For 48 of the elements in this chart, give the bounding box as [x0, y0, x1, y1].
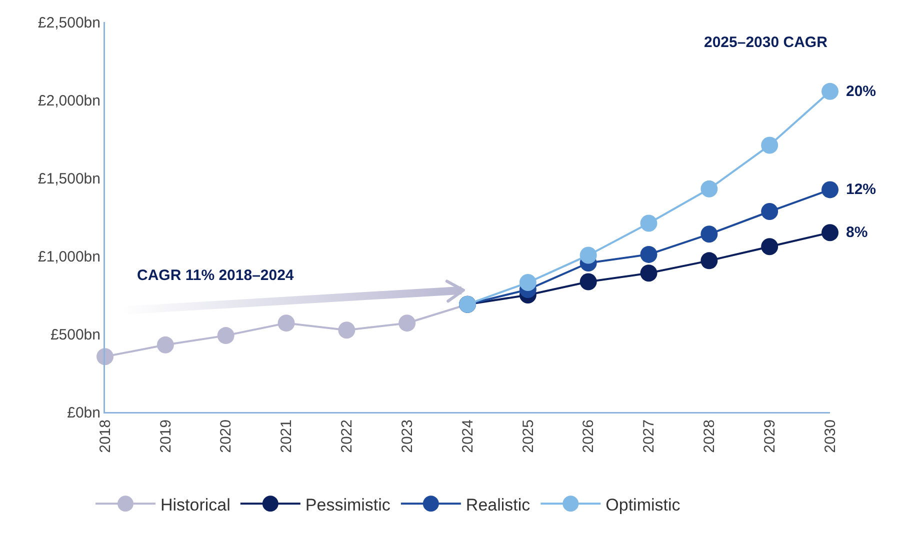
- point: [700, 226, 718, 243]
- y-tick-label: £1,000bn: [38, 248, 100, 266]
- point: [822, 224, 838, 242]
- point: [761, 238, 778, 256]
- y-tick-label: £2,500bn: [38, 14, 100, 32]
- x-tick-label: 2019: [157, 420, 174, 453]
- x-tick-label: 2028: [701, 420, 718, 453]
- point: [700, 180, 718, 198]
- point: [700, 252, 718, 270]
- y-tick-label: £0bn: [67, 404, 100, 422]
- legend-label: Historical: [160, 495, 230, 514]
- y-tick-label: £1,500bn: [38, 170, 100, 188]
- annotation: 12%: [846, 181, 876, 198]
- point: [217, 327, 234, 344]
- point: [338, 322, 356, 339]
- x-tick-label: 2023: [398, 420, 416, 453]
- point: [156, 336, 174, 354]
- point: [519, 274, 536, 292]
- point: [822, 181, 838, 198]
- point: [640, 264, 658, 282]
- x-tick-label: 2030: [822, 420, 839, 453]
- y-tick-label: £500bn: [50, 326, 100, 344]
- y-tick-label: £2,000bn: [38, 92, 100, 110]
- legend-label: Optimistic: [606, 495, 681, 514]
- legend-label: Pessimistic: [305, 495, 391, 514]
- point: [640, 246, 658, 263]
- x-tick-label: 2029: [761, 420, 778, 453]
- x-tick-label: 2022: [338, 420, 356, 453]
- x-tick-label: 2024: [459, 420, 476, 453]
- point: [278, 314, 295, 332]
- annotation: 20%: [846, 83, 876, 100]
- point: [580, 246, 597, 264]
- point: [640, 214, 658, 232]
- point: [822, 82, 838, 100]
- x-tick-label: 2026: [580, 420, 598, 453]
- point: [580, 273, 597, 290]
- point: [761, 203, 778, 220]
- annotation: 2025–2030 CAGR: [704, 34, 828, 51]
- x-tick-label: 2027: [640, 420, 658, 453]
- x-tick-label: 2020: [218, 420, 235, 453]
- legend-label: Realistic: [466, 495, 531, 514]
- point: [761, 136, 778, 154]
- annotation: CAGR 11% 2018–2024: [137, 267, 294, 284]
- x-tick-label: 2025: [520, 420, 537, 453]
- annotation: 8%: [846, 224, 868, 241]
- x-tick-label: 2018: [96, 420, 114, 453]
- x-tick-label: 2021: [278, 420, 296, 453]
- point: [398, 314, 416, 332]
